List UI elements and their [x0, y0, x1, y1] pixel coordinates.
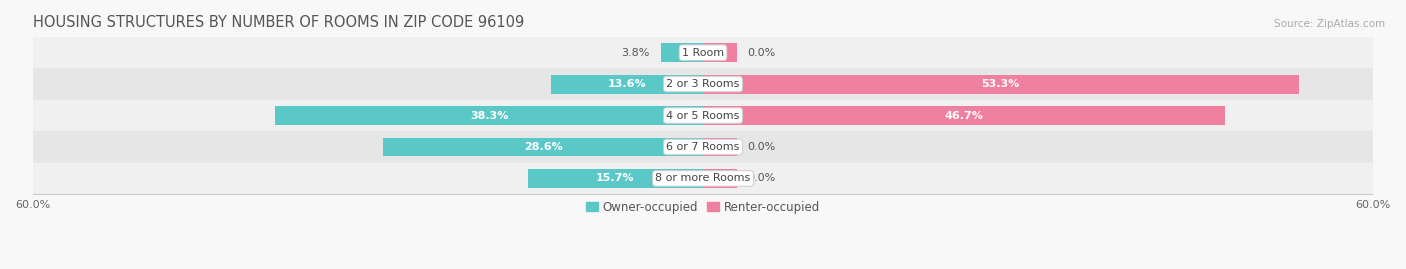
Legend: Owner-occupied, Renter-occupied: Owner-occupied, Renter-occupied	[581, 196, 825, 219]
Bar	[276, 106, 703, 125]
Bar	[384, 137, 703, 156]
Text: 3.8%: 3.8%	[621, 48, 650, 58]
Bar	[703, 43, 737, 62]
Text: 28.6%: 28.6%	[524, 142, 562, 152]
Text: 46.7%: 46.7%	[945, 111, 983, 121]
Bar	[703, 169, 737, 188]
Text: 6 or 7 Rooms: 6 or 7 Rooms	[666, 142, 740, 152]
Bar	[32, 100, 1374, 131]
Bar	[551, 75, 703, 94]
Text: HOUSING STRUCTURES BY NUMBER OF ROOMS IN ZIP CODE 96109: HOUSING STRUCTURES BY NUMBER OF ROOMS IN…	[32, 15, 524, 30]
Text: 53.3%: 53.3%	[981, 79, 1019, 89]
Text: Source: ZipAtlas.com: Source: ZipAtlas.com	[1274, 19, 1385, 29]
Text: 15.7%: 15.7%	[596, 174, 634, 183]
Bar	[32, 37, 1374, 68]
Text: 0.0%: 0.0%	[748, 48, 776, 58]
Bar	[527, 169, 703, 188]
Bar	[32, 131, 1374, 163]
Text: 0.0%: 0.0%	[748, 142, 776, 152]
Text: 8 or more Rooms: 8 or more Rooms	[655, 174, 751, 183]
Bar	[703, 106, 1225, 125]
Bar	[703, 75, 1299, 94]
Bar	[661, 43, 703, 62]
Text: 13.6%: 13.6%	[607, 79, 647, 89]
Bar	[703, 137, 737, 156]
Text: 1 Room: 1 Room	[682, 48, 724, 58]
Text: 2 or 3 Rooms: 2 or 3 Rooms	[666, 79, 740, 89]
Text: 4 or 5 Rooms: 4 or 5 Rooms	[666, 111, 740, 121]
Text: 38.3%: 38.3%	[470, 111, 508, 121]
Bar	[32, 163, 1374, 194]
Bar	[32, 68, 1374, 100]
Text: 0.0%: 0.0%	[748, 174, 776, 183]
